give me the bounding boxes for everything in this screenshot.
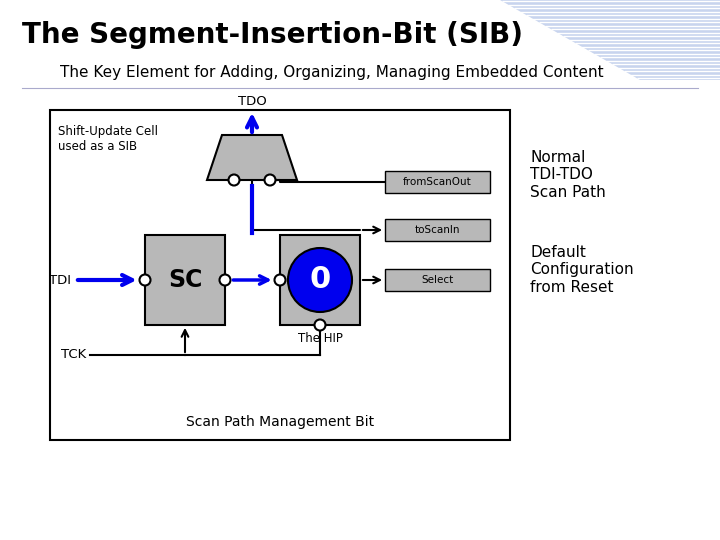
Text: Normal
TDI-TDO
Scan Path: Normal TDI-TDO Scan Path — [530, 150, 606, 200]
Text: The Key Element for Adding, Organizing, Managing Embedded Content: The Key Element for Adding, Organizing, … — [60, 64, 603, 79]
Text: Shift-Update Cell
used as a SIB: Shift-Update Cell used as a SIB — [58, 125, 158, 153]
Bar — [50, 110, 510, 440]
Circle shape — [315, 320, 325, 330]
Circle shape — [220, 274, 230, 286]
Text: Select: Select — [421, 275, 454, 285]
Circle shape — [140, 274, 150, 286]
Polygon shape — [207, 135, 297, 180]
Text: Default
Configuration
from Reset: Default Configuration from Reset — [530, 245, 634, 295]
Bar — [280, 235, 360, 325]
Text: fromScanOut: fromScanOut — [403, 177, 472, 187]
Polygon shape — [500, 0, 720, 80]
Bar — [385, 219, 490, 241]
Text: SC: SC — [168, 268, 202, 292]
Circle shape — [274, 274, 286, 286]
Text: TDO: TDO — [238, 95, 266, 108]
Text: TDI: TDI — [49, 273, 71, 287]
Text: toScanIn: toScanIn — [415, 225, 460, 235]
Text: 0: 0 — [310, 266, 330, 294]
Text: The Segment-Insertion-Bit (SIB): The Segment-Insertion-Bit (SIB) — [22, 21, 523, 49]
Text: Scan Path Management Bit: Scan Path Management Bit — [186, 415, 374, 429]
Text: The HIP: The HIP — [297, 333, 343, 346]
Bar — [385, 269, 490, 291]
Circle shape — [288, 248, 352, 312]
Circle shape — [228, 174, 240, 186]
Bar — [145, 235, 225, 325]
Circle shape — [264, 174, 276, 186]
Bar — [385, 171, 490, 193]
Text: TCK: TCK — [60, 348, 86, 361]
